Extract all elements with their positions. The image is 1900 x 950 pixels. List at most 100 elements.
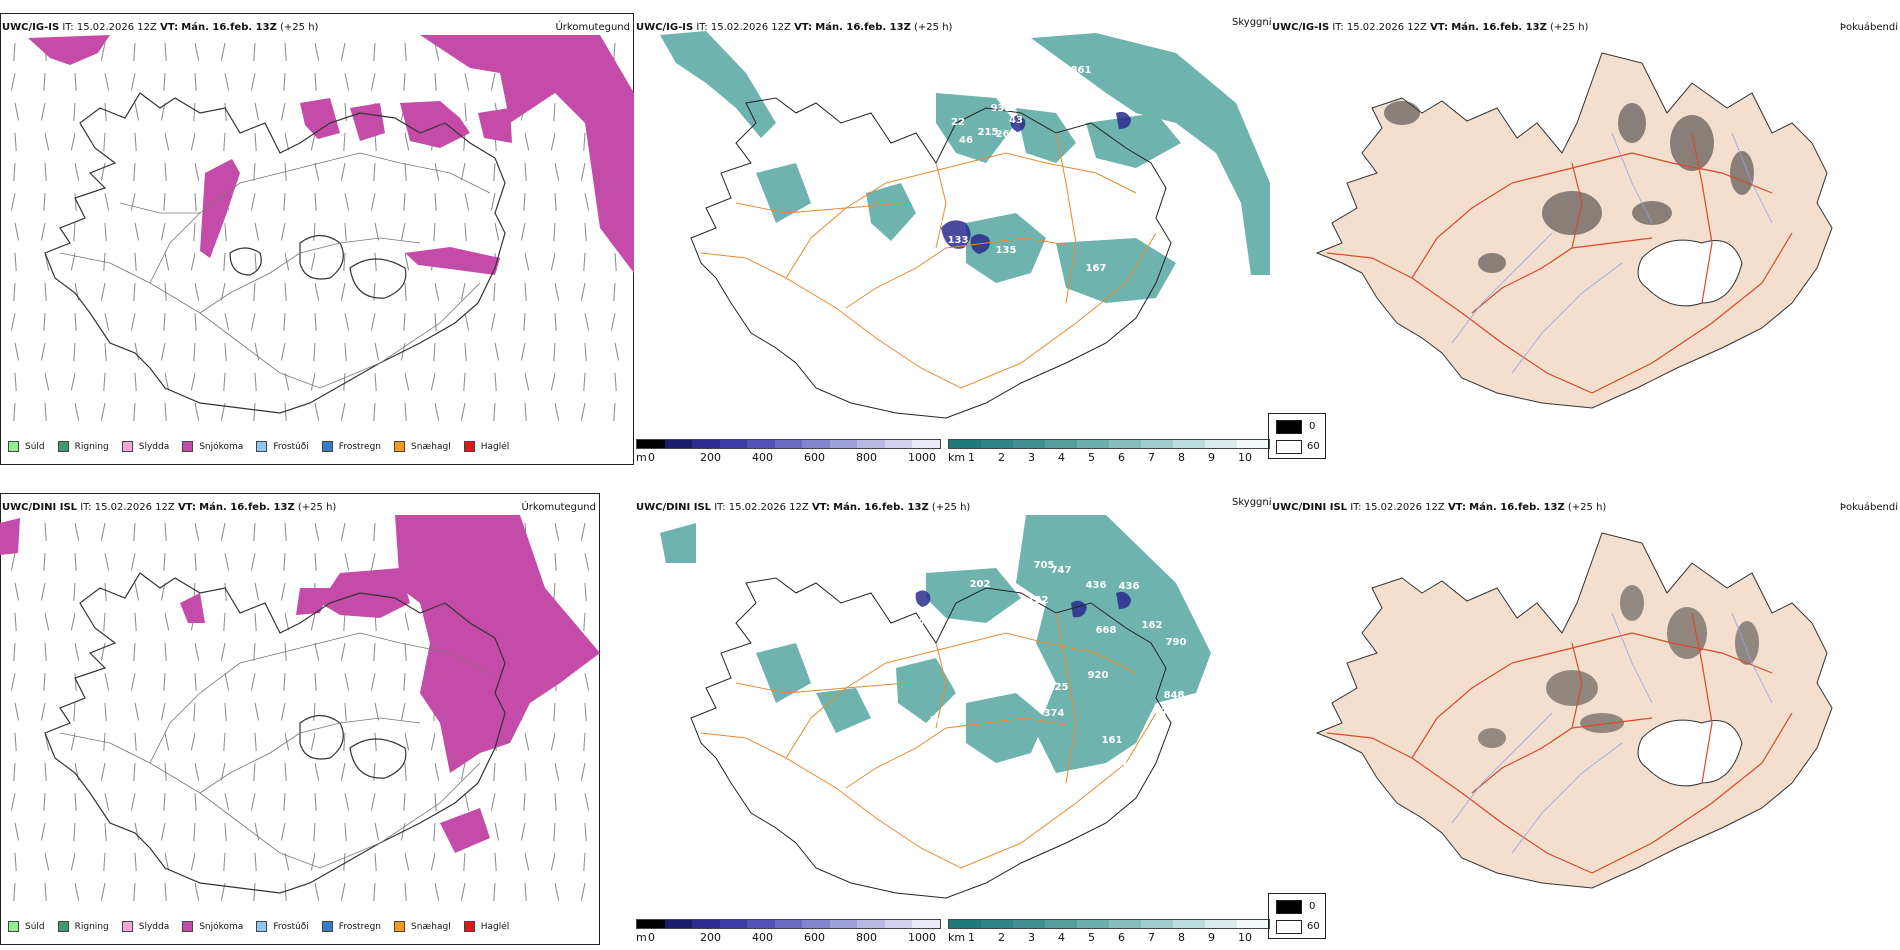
- peak-height-label: 90: [1109, 225, 1123, 236]
- lead-time: (+25 h): [1567, 502, 1607, 513]
- legend-item: Rigning: [57, 441, 109, 452]
- wind-barb: [134, 732, 137, 751]
- wind-barb: [220, 42, 226, 61]
- wind-barb: [554, 192, 557, 211]
- colorbar-cell: [1205, 920, 1237, 928]
- roads: [59, 152, 491, 389]
- wind-barb: [584, 342, 587, 361]
- wind-barb: [194, 792, 197, 811]
- wind-barb: [13, 762, 16, 781]
- wind-barb: [553, 222, 556, 241]
- wind-barb: [10, 552, 16, 571]
- wind-barb: [553, 702, 556, 721]
- vt-label: VT:: [177, 502, 196, 513]
- legend-item: Frostúði: [256, 441, 309, 452]
- wind-barb: [13, 282, 16, 301]
- peak-height-label: 202: [970, 579, 991, 590]
- colorbar-tick: 0: [648, 451, 655, 464]
- precip-title: Úrkomutegund: [555, 22, 630, 33]
- wind-barb: [220, 642, 226, 661]
- wind-barb: [190, 732, 196, 751]
- wind-barb: [434, 402, 440, 421]
- fog-panel-row2: UWC/DINI ISL IT: 15.02.2026 12Z VT: Mán.…: [1272, 493, 1900, 893]
- peak-height-label: 176: [912, 618, 933, 629]
- wind-barb: [193, 222, 196, 241]
- iceland-outline: [44, 92, 506, 414]
- wind-barb: [193, 342, 196, 361]
- wind-barb: [613, 402, 616, 421]
- colorbar-tick: 2: [998, 931, 1005, 944]
- it-label: IT:: [80, 502, 92, 513]
- legend-swatch: [256, 441, 268, 452]
- wind-barb: [494, 852, 497, 871]
- wind-barb: [44, 402, 47, 421]
- wind-barb: [554, 552, 557, 571]
- colorbar-tick: 200: [700, 931, 721, 944]
- vt-label: VT:: [1447, 502, 1466, 513]
- wind-barb: [100, 642, 106, 661]
- peak-height-label: 22: [951, 117, 965, 128]
- legend-item: Súld: [8, 921, 45, 932]
- wind-barb: [584, 702, 587, 721]
- wind-barb: [254, 732, 257, 751]
- legend-swatch: [256, 921, 268, 932]
- wind-barb: [373, 282, 376, 301]
- wind-barb: [313, 702, 316, 721]
- precip-legend: Súld Rigning Slydda Snjókoma Frostúði Frostre…: [8, 921, 522, 932]
- height-colorbar: m 0 200 400 600 800 1000: [636, 439, 946, 464]
- wind-barb: [404, 162, 407, 181]
- wind-barb: [490, 192, 496, 211]
- wind-barb: [104, 222, 107, 241]
- wind-barb: [430, 852, 436, 871]
- wind-barb: [100, 762, 106, 781]
- visibility-area: [660, 515, 1211, 773]
- wind-barb: [343, 852, 346, 871]
- colorbar-tick: 9: [1208, 931, 1215, 944]
- wind-barb: [104, 72, 110, 91]
- wind-barb: [44, 612, 50, 631]
- wind-barb: [194, 282, 200, 301]
- wind-barb: [104, 102, 107, 121]
- colorbar-cell: [692, 440, 720, 448]
- wind-barb: [253, 42, 256, 61]
- wind-barb: [433, 822, 436, 841]
- vt-label: VT:: [794, 22, 813, 33]
- wind-barb: [374, 702, 380, 721]
- wind-barb: [14, 372, 17, 391]
- wind-barb: [554, 792, 557, 811]
- wind-barb: [583, 732, 586, 751]
- legend-item: Frostregn: [321, 921, 381, 932]
- wind-barb: [74, 552, 77, 571]
- peak-height-label: 705: [1034, 560, 1055, 571]
- wind-barb: [74, 672, 77, 691]
- wind-barb: [280, 582, 286, 601]
- wind-barb: [493, 282, 496, 301]
- legend-item: Rigning: [57, 921, 109, 932]
- wind-barb: [134, 852, 137, 871]
- wind-barb: [44, 162, 47, 181]
- wind-barb: [224, 102, 227, 121]
- wind-barb: [430, 732, 436, 751]
- wind-barb: [74, 72, 77, 91]
- panel-header: UWC/IG-IS IT: 15.02.2026 12Z VT: Mán. 16…: [636, 22, 952, 34]
- wind-barb: [43, 312, 46, 331]
- wind-barb: [223, 612, 226, 631]
- colorbar-cell: [1173, 440, 1205, 448]
- fog-key-dark-swatch: [1276, 900, 1302, 914]
- wind-barb: [100, 282, 106, 301]
- legend-label: Snæhagl: [411, 921, 451, 932]
- wind-barb: [280, 822, 286, 841]
- colorbar-tick: 1000: [908, 931, 936, 944]
- wind-barb: [404, 612, 410, 631]
- legend-swatch: [8, 441, 19, 452]
- model-name: UWC/DINI ISL: [1272, 502, 1348, 513]
- wind-barb: [14, 132, 17, 151]
- vt-value: Mán. 16.feb. 13Z: [833, 502, 929, 513]
- colorbar-tick: 200: [700, 451, 721, 464]
- wind-barb: [160, 342, 166, 361]
- precip-title: Úrkomutegund: [521, 502, 596, 513]
- height-vis-panel-row1: UWC/IG-IS IT: 15.02.2026 12Z VT: Mán. 16…: [636, 13, 1276, 465]
- wind-barb: [194, 72, 197, 91]
- wind-barb: [464, 192, 470, 211]
- wind-barb: [373, 882, 376, 901]
